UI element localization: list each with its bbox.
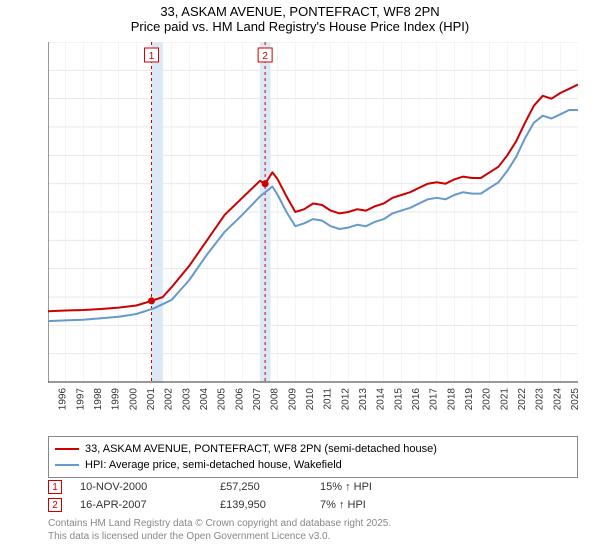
svg-text:2013: 2013 bbox=[358, 388, 369, 411]
marker-row: 2 16-APR-2007£139,9507% ↑ HPI bbox=[48, 496, 578, 514]
legend-label: HPI: Average price, semi-detached house,… bbox=[85, 459, 342, 471]
legend-swatch bbox=[55, 448, 79, 450]
svg-text:2000: 2000 bbox=[128, 388, 139, 411]
svg-text:2: 2 bbox=[262, 51, 268, 62]
svg-text:2012: 2012 bbox=[340, 388, 351, 411]
marker-number-icon: 1 bbox=[48, 480, 62, 494]
svg-text:2020: 2020 bbox=[482, 388, 493, 411]
chart-area: £0£20K£40K£60K£80K£100K£120K£140K£160K£1… bbox=[48, 42, 578, 412]
svg-text:2003: 2003 bbox=[181, 388, 192, 411]
svg-text:1995: 1995 bbox=[48, 388, 51, 411]
marker-number-icon: 2 bbox=[48, 498, 62, 512]
marker-price: £139,950 bbox=[220, 499, 320, 511]
marker-note: 15% ↑ HPI bbox=[320, 481, 578, 493]
legend-swatch bbox=[55, 464, 79, 466]
svg-text:2011: 2011 bbox=[323, 388, 334, 410]
svg-text:2023: 2023 bbox=[535, 388, 546, 411]
svg-text:2021: 2021 bbox=[499, 388, 510, 411]
svg-text:2001: 2001 bbox=[146, 388, 157, 411]
title-subtitle: Price paid vs. HM Land Registry's House … bbox=[0, 19, 600, 34]
marker-date: 10-NOV-2000 bbox=[80, 481, 220, 493]
footer: Contains HM Land Registry data © Crown c… bbox=[48, 518, 578, 543]
svg-text:2009: 2009 bbox=[287, 388, 298, 411]
svg-text:2015: 2015 bbox=[393, 388, 404, 411]
title-block: 33, ASKAM AVENUE, PONTEFRACT, WF8 2PN Pr… bbox=[0, 0, 600, 36]
svg-text:2017: 2017 bbox=[429, 388, 440, 411]
svg-text:2005: 2005 bbox=[217, 388, 228, 411]
svg-text:1999: 1999 bbox=[111, 388, 122, 411]
svg-text:2008: 2008 bbox=[270, 388, 281, 411]
svg-text:2025: 2025 bbox=[570, 388, 578, 411]
footer-line1: Contains HM Land Registry data © Crown c… bbox=[48, 518, 578, 531]
footer-line2: This data is licensed under the Open Gov… bbox=[48, 531, 578, 544]
svg-text:2024: 2024 bbox=[552, 388, 563, 411]
svg-text:2022: 2022 bbox=[517, 388, 528, 411]
legend-item: HPI: Average price, semi-detached house,… bbox=[55, 457, 571, 473]
marker-date: 16-APR-2007 bbox=[80, 499, 220, 511]
title-address: 33, ASKAM AVENUE, PONTEFRACT, WF8 2PN bbox=[0, 4, 600, 19]
svg-text:2014: 2014 bbox=[376, 388, 387, 411]
legend-item: 33, ASKAM AVENUE, PONTEFRACT, WF8 2PN (s… bbox=[55, 441, 571, 457]
chart-svg: £0£20K£40K£60K£80K£100K£120K£140K£160K£1… bbox=[48, 42, 578, 412]
svg-text:2007: 2007 bbox=[252, 388, 263, 411]
svg-text:1: 1 bbox=[149, 51, 155, 62]
marker-row: 1 10-NOV-2000£57,25015% ↑ HPI bbox=[48, 478, 578, 496]
legend: 33, ASKAM AVENUE, PONTEFRACT, WF8 2PN (s… bbox=[48, 436, 578, 478]
marker-table: 1 10-NOV-2000£57,25015% ↑ HPI 2 16-APR-2007… bbox=[48, 478, 578, 514]
svg-text:2010: 2010 bbox=[305, 388, 316, 411]
chart-container: 33, ASKAM AVENUE, PONTEFRACT, WF8 2PN Pr… bbox=[0, 0, 600, 560]
svg-text:2002: 2002 bbox=[164, 388, 175, 411]
svg-text:2019: 2019 bbox=[464, 388, 475, 411]
svg-text:1997: 1997 bbox=[75, 388, 86, 411]
legend-label: 33, ASKAM AVENUE, PONTEFRACT, WF8 2PN (s… bbox=[85, 443, 437, 455]
marker-note: 7% ↑ HPI bbox=[320, 499, 578, 511]
svg-text:1998: 1998 bbox=[93, 388, 104, 411]
marker-price: £57,250 bbox=[220, 481, 320, 493]
svg-text:2006: 2006 bbox=[234, 388, 245, 411]
svg-text:1996: 1996 bbox=[58, 388, 69, 411]
svg-text:2016: 2016 bbox=[411, 388, 422, 411]
svg-text:2018: 2018 bbox=[446, 388, 457, 411]
svg-text:2004: 2004 bbox=[199, 388, 210, 411]
